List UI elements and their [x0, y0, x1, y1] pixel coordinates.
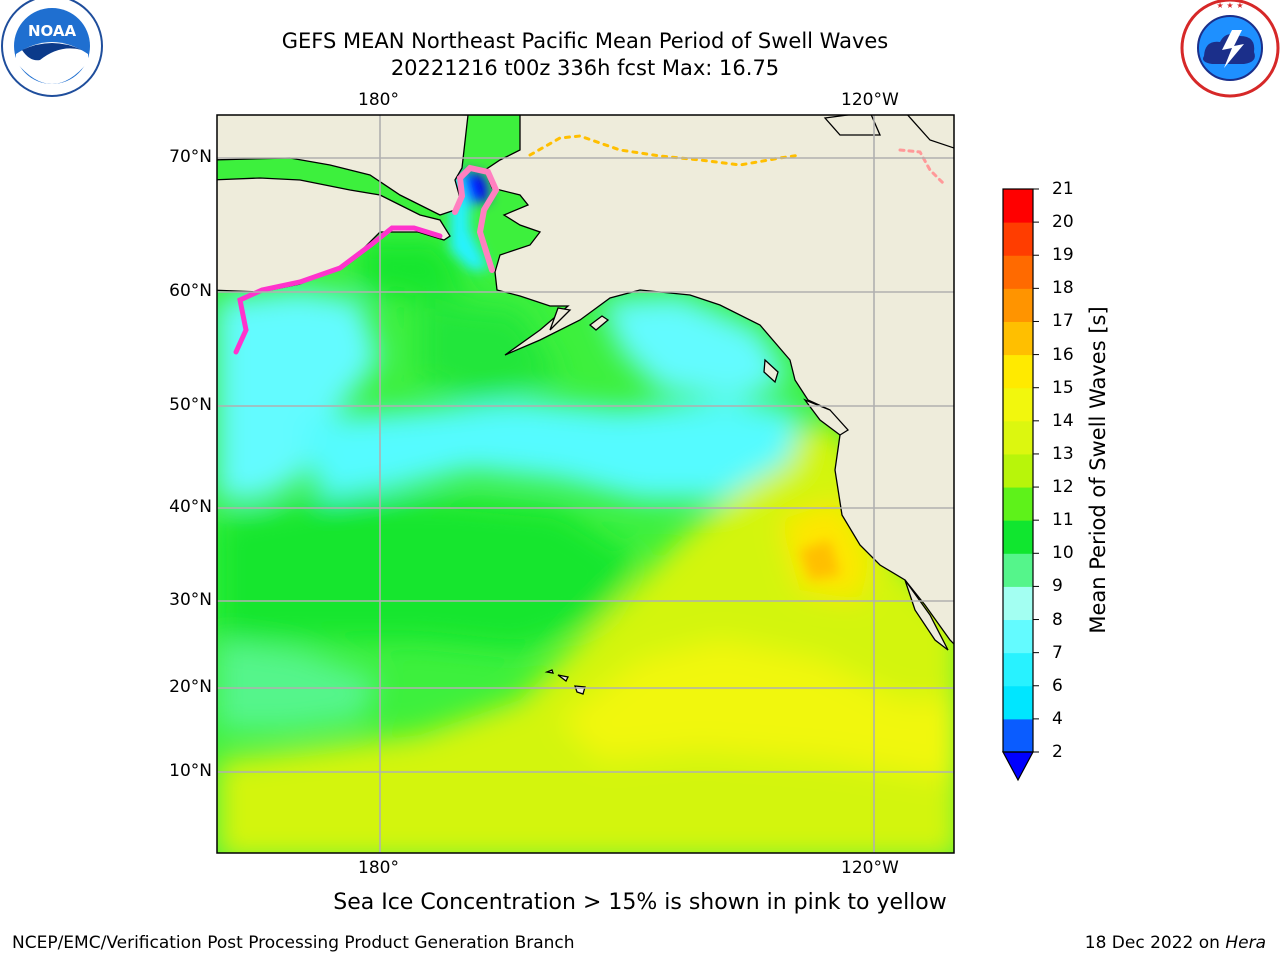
sea-ice-caption: Sea Ice Concentration > 15% is shown in … [333, 890, 947, 915]
colorbar-tick-label: 18 [1052, 278, 1074, 299]
colorbar-bin-15-16 [1003, 354, 1033, 389]
colorbar-bin-7-8 [1003, 619, 1033, 654]
colorbar-tick-label: 11 [1052, 510, 1074, 531]
lat-label-20n: 20°N [169, 677, 212, 697]
land-masses [217, 115, 954, 695]
colorbar-tick-label: 7 [1052, 642, 1063, 663]
colorbar-bin-19-20 [1003, 222, 1033, 256]
colorbar-bin-18-19 [1003, 255, 1033, 289]
colorbar-bin-12-13 [1003, 453, 1033, 488]
colorbar-tick-label: 12 [1052, 477, 1074, 498]
colorbar-tick-label: 21 [1052, 179, 1074, 199]
colorbar-bin-14-15 [1003, 387, 1033, 422]
colorbar-tick-label: 19 [1052, 245, 1074, 266]
colorbar-extend-arrow [1001, 751, 1035, 782]
colorbar-tick-label: 14 [1052, 410, 1074, 431]
colorbar-bin-9-10 [1003, 553, 1033, 587]
sea-ice-fringe [233, 134, 947, 355]
colorbar-tick-label: 13 [1052, 443, 1074, 464]
lat-label-30n: 30°N [169, 590, 212, 610]
colorbar-bin-20-21 [1003, 189, 1033, 223]
lat-label-60n: 60°N [169, 281, 212, 301]
lon-label-top-180: 180° [358, 90, 399, 110]
lon-label-bottom-180: 180° [358, 858, 399, 878]
colorbar-bin-13-14 [1003, 420, 1033, 455]
colorbar-tick-label: 9 [1052, 576, 1063, 597]
colorbar-bin-6-7 [1003, 652, 1033, 687]
lat-label-10n: 10°N [169, 761, 212, 781]
colorbar-tick-label: 17 [1052, 311, 1074, 332]
noaa-logo: NOAA [1, 0, 103, 97]
graticule [217, 115, 954, 853]
colorbar-tick-label: 20 [1052, 212, 1074, 233]
chart-title: GEFS MEAN Northeast Pacific Mean Period … [281, 29, 889, 53]
colorbar-tick-label: 16 [1052, 344, 1074, 365]
colorbar-tick-label: 4 [1052, 708, 1063, 729]
colorbar [1001, 188, 1039, 782]
nws-logo: ★ ★ ★ [1180, 0, 1280, 98]
footer-host: Hera [1225, 933, 1266, 953]
map-frame [216, 114, 955, 854]
colorbar-tick-label: 6 [1052, 675, 1063, 696]
colorbar-title: Mean Period of Swell Waves [s] [1086, 306, 1110, 634]
chart-subtitle: 20221216 t00z 336h fcst Max: 16.75 [390, 56, 780, 80]
colorbar-tick-label: 10 [1052, 543, 1074, 564]
lon-label-top-120w: 120°W [841, 90, 899, 110]
footer-credit: NCEP/EMC/Verification Post Processing Pr… [12, 933, 575, 953]
colorbar-bin-16-17 [1003, 321, 1033, 356]
noaa-logo-text: NOAA [28, 22, 77, 40]
colorbar-tick-label: 2 [1052, 742, 1063, 762]
lat-label-70n: 70°N [169, 147, 212, 167]
colorbar-tick-label: 8 [1052, 609, 1063, 630]
colorbar-bin-4-6 [1003, 685, 1033, 720]
footer-date-text: 18 Dec 2022 on [1084, 933, 1226, 953]
map-area [217, 115, 954, 853]
colorbar-tick-label: 15 [1052, 377, 1074, 398]
colorbar-bin-8-9 [1003, 586, 1033, 621]
lon-label-bottom-120w: 120°W [841, 858, 899, 878]
lat-label-40n: 40°N [169, 497, 212, 517]
colorbar-bin-17-18 [1003, 288, 1033, 322]
colorbar-bin-2-4 [1003, 718, 1033, 753]
svg-text:★ ★ ★: ★ ★ ★ [1216, 1, 1243, 10]
colorbar-frame [1002, 188, 1034, 753]
lat-label-50n: 50°N [169, 395, 212, 415]
footer-date: 18 Dec 2022 on Hera [1085, 933, 1266, 953]
colorbar-bin-11-12 [1003, 487, 1033, 521]
colorbar-bin-10-11 [1003, 520, 1033, 554]
